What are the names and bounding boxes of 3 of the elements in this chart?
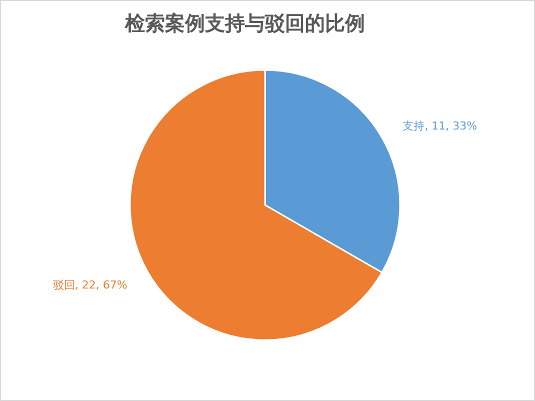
slice-label: 驳回, 22, 67% — [52, 278, 128, 292]
chart-title: 检索案例支持与驳回的比例 — [124, 11, 365, 35]
slice-label: 支持, 11, 33% — [402, 120, 478, 132]
